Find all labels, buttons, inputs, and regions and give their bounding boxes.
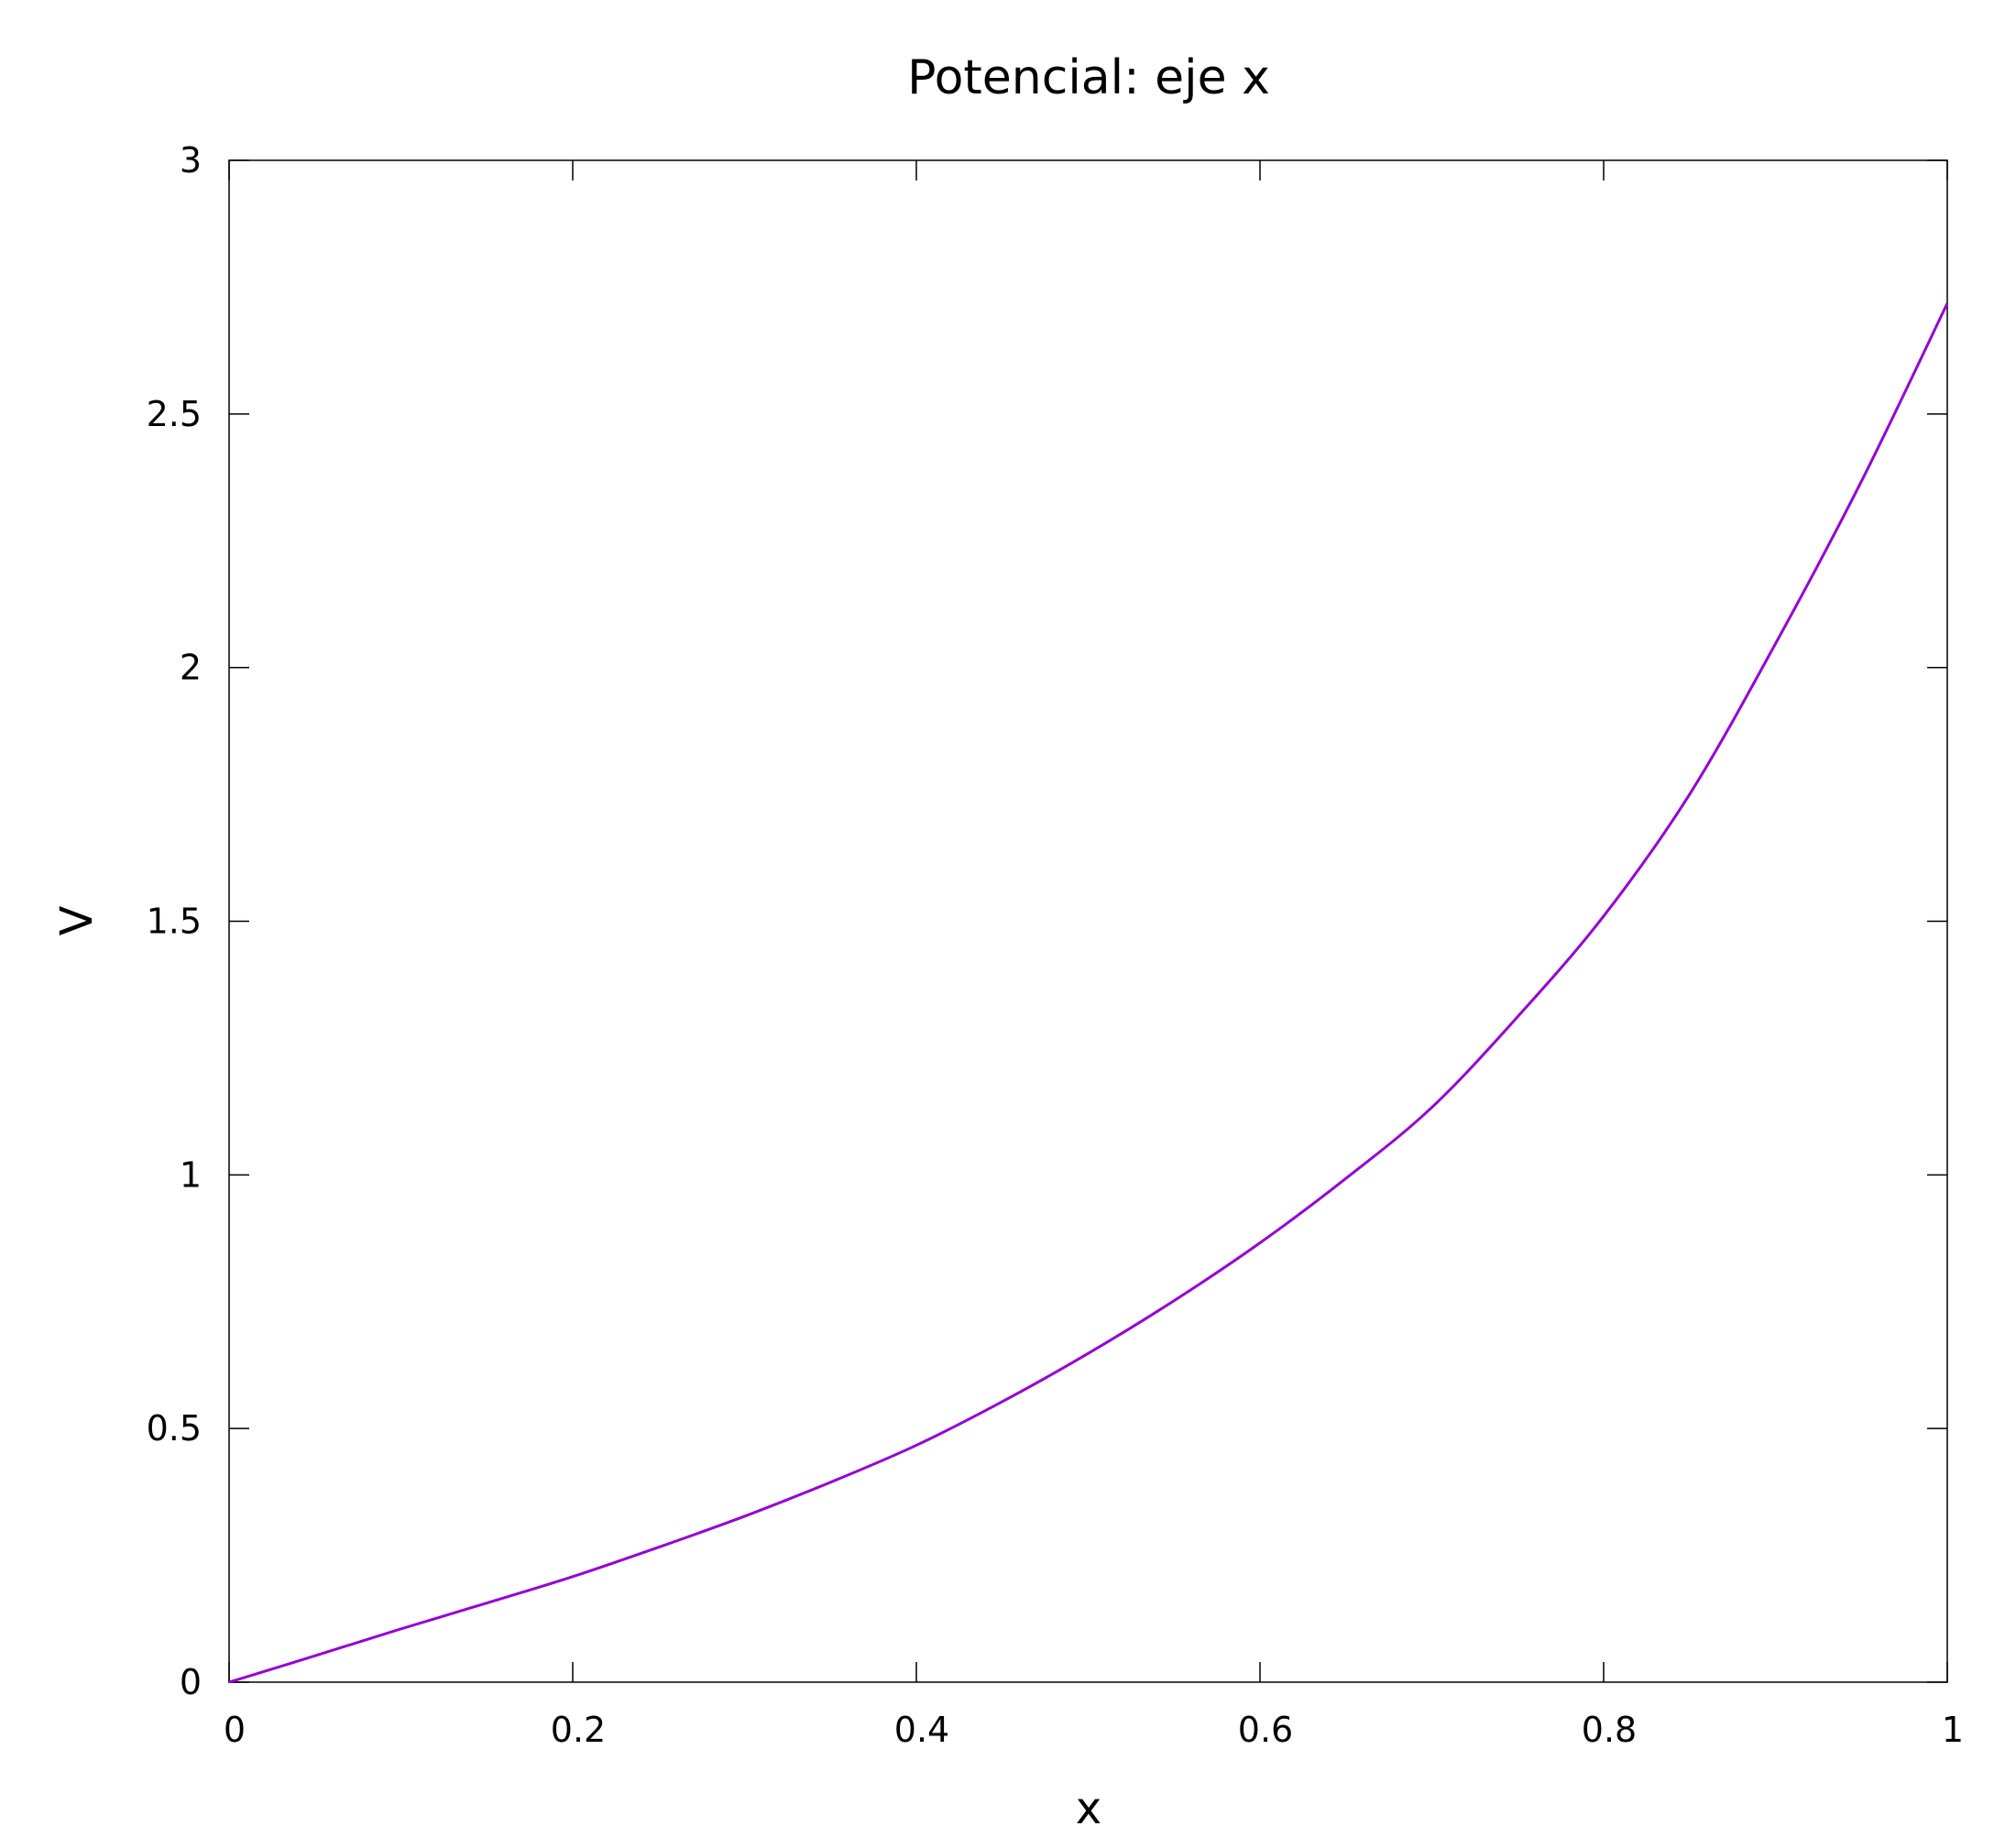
plot-frame xyxy=(228,159,1948,1683)
y-tick-label: 1 xyxy=(180,1154,202,1195)
x-tick-label: 0 xyxy=(224,1710,246,1750)
x-tick-label: 0.8 xyxy=(1582,1710,1637,1750)
x-tick-label: 0.2 xyxy=(551,1710,606,1750)
series-line-0 xyxy=(228,302,1949,1684)
x-tick-label: 0.6 xyxy=(1238,1710,1293,1750)
x-tick-label: 0.4 xyxy=(894,1710,949,1750)
axis-ticks: 0 0.2 0.4 0.6 0.8 1 0 0.5 1 1.5 2 2.5 3 xyxy=(147,140,1965,1750)
y-tick-label: 0.5 xyxy=(147,1408,202,1449)
y-tick-label: 1.5 xyxy=(147,902,202,942)
y-tick-label: 0 xyxy=(180,1662,202,1702)
y-tick-label: 3 xyxy=(180,140,202,180)
chart-title: Potencial: eje x xyxy=(907,50,1270,105)
y-tick-label: 2 xyxy=(180,648,202,688)
y-tick-label: 2.5 xyxy=(147,394,202,434)
y-axis-title: V xyxy=(51,905,103,935)
x-axis-title: x xyxy=(1076,1783,1101,1832)
series-group xyxy=(228,302,1949,1684)
x-tick-label: 1 xyxy=(1942,1710,1964,1750)
